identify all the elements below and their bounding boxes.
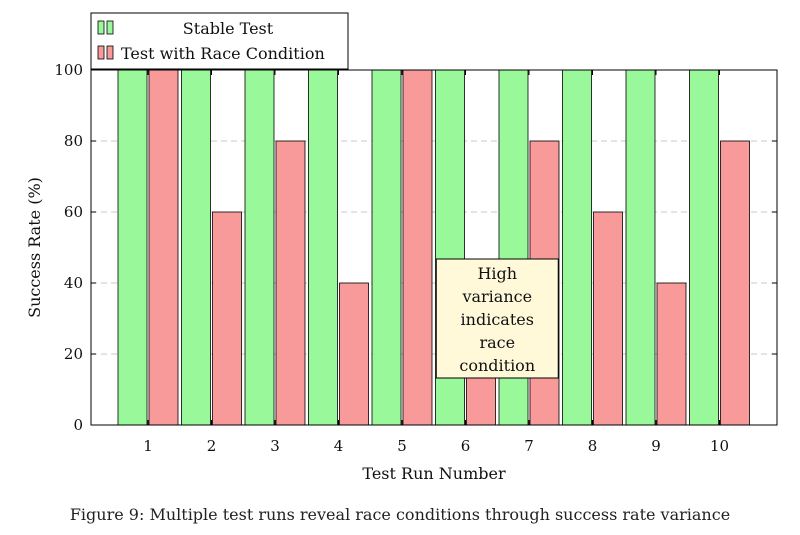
bar-stable-test-10 [689, 69, 719, 426]
x-tick-label: 4 [334, 437, 344, 455]
y-tick-label: 40 [64, 274, 83, 292]
y-tick-label: 0 [73, 416, 83, 434]
bar-race-condition-8 [593, 211, 623, 426]
bar-stable-test-8 [562, 69, 592, 426]
legend [90, 12, 349, 70]
x-tick-label: 3 [270, 437, 280, 455]
bar-stable-test-1 [117, 69, 148, 426]
annotation-text: variance [461, 287, 532, 306]
x-tick-label: 9 [651, 437, 661, 455]
y-tick-label: 100 [54, 61, 83, 79]
bar-chart: 0 20 40 60 80 100 1 2 3 4 5 6 7 8 9 10 Test Run Number Su… [25, 12, 778, 483]
bar-stable-test-4 [308, 69, 338, 426]
x-axis-label: Test Run Number [362, 464, 506, 483]
y-tick-label: 80 [64, 132, 83, 150]
figure-caption: Figure 9: Multiple test runs reveal race… [69, 505, 731, 524]
annotation-text: race [479, 333, 515, 352]
x-tick-label: 10 [710, 437, 729, 455]
bar-race-condition-10 [720, 140, 750, 426]
annotation-text: High [477, 264, 517, 283]
x-tick-label: 1 [143, 437, 153, 455]
legend-swatch [106, 20, 114, 35]
x-tick-label: 2 [207, 437, 217, 455]
x-tick-label: 7 [524, 437, 534, 455]
legend-label-stable-test: Stable Test [183, 19, 274, 38]
plot-frame [90, 69, 778, 426]
bar-race-condition-2 [212, 211, 242, 426]
bar-stable-test-9 [625, 69, 656, 426]
y-axis-label: Success Rate (%) [25, 177, 44, 318]
x-tick-label: 6 [461, 437, 471, 455]
bar-race-condition-5 [402, 69, 433, 426]
bar-stable-test-3 [244, 69, 275, 426]
bar-race-condition-3 [275, 140, 306, 426]
x-tick-label: 8 [588, 437, 598, 455]
bar-race-condition-9 [656, 282, 687, 426]
bar-race-condition-1 [148, 69, 179, 426]
annotation-text: indicates [461, 310, 534, 329]
x-tick-label: 5 [397, 437, 407, 455]
y-tick-label: 60 [64, 203, 83, 221]
y-tick-label: 20 [64, 345, 83, 363]
annotation-box [435, 258, 559, 379]
legend-label-race-condition: Test with Race Condition [121, 44, 325, 63]
legend-swatch [97, 45, 105, 60]
bar-stable-test-5 [371, 69, 402, 426]
legend-swatch [97, 20, 105, 35]
annotation-text: condition [459, 356, 535, 375]
legend-swatch [106, 45, 114, 60]
bar-race-condition-4 [339, 282, 369, 426]
bar-stable-test-2 [181, 69, 211, 426]
